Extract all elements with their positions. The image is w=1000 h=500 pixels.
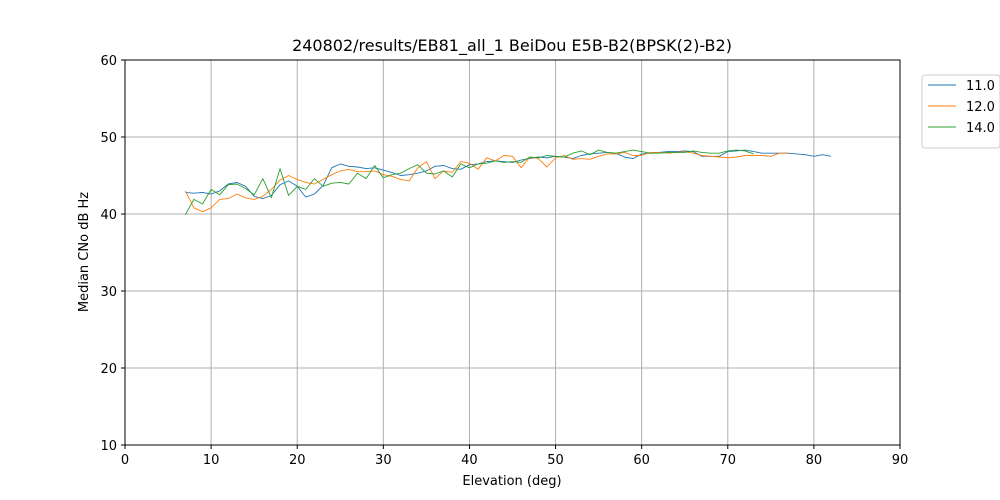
y-tick-label: 20 [100, 362, 117, 377]
y-tick-label: 50 [100, 131, 117, 146]
y-tick-label: 10 [100, 439, 117, 454]
x-tick-label: 50 [547, 453, 564, 468]
x-axis-label: Elevation (deg) [462, 474, 561, 489]
x-tick-label: 80 [806, 453, 823, 468]
legend: 11.0 12.0 14.0 [921, 74, 1000, 149]
y-tick-label: 30 [100, 285, 117, 300]
x-tick-label: 30 [375, 453, 392, 468]
x-tick-label: 40 [461, 453, 478, 468]
y-tick-label: 60 [100, 54, 117, 69]
y-tick-label: 40 [100, 208, 117, 223]
plot-frame [124, 59, 901, 446]
x-tick-label: 10 [203, 453, 220, 468]
x-tick-label: 70 [720, 453, 737, 468]
x-tick-label: 20 [289, 453, 306, 468]
legend-label: 12.0 [966, 100, 995, 115]
legend-label: 11.0 [966, 79, 995, 94]
axis-ticks: 0 10 20 30 40 50 60 70 80 90 10 20 30 40 50 60 [100, 54, 908, 468]
y-axis-label: Median CNo dB Hz [77, 192, 92, 312]
x-tick-label: 90 [892, 453, 909, 468]
x-tick-label: 0 [121, 453, 129, 468]
series-line-14.0 [184, 149, 754, 216]
x-tick-label: 60 [633, 453, 650, 468]
data-series [184, 149, 832, 216]
chart-title: 240802/results/EB81_all_1 BeiDou E5B-B2(… [292, 36, 732, 56]
legend-box [921, 74, 1000, 149]
legend-label: 14.0 [966, 121, 995, 136]
